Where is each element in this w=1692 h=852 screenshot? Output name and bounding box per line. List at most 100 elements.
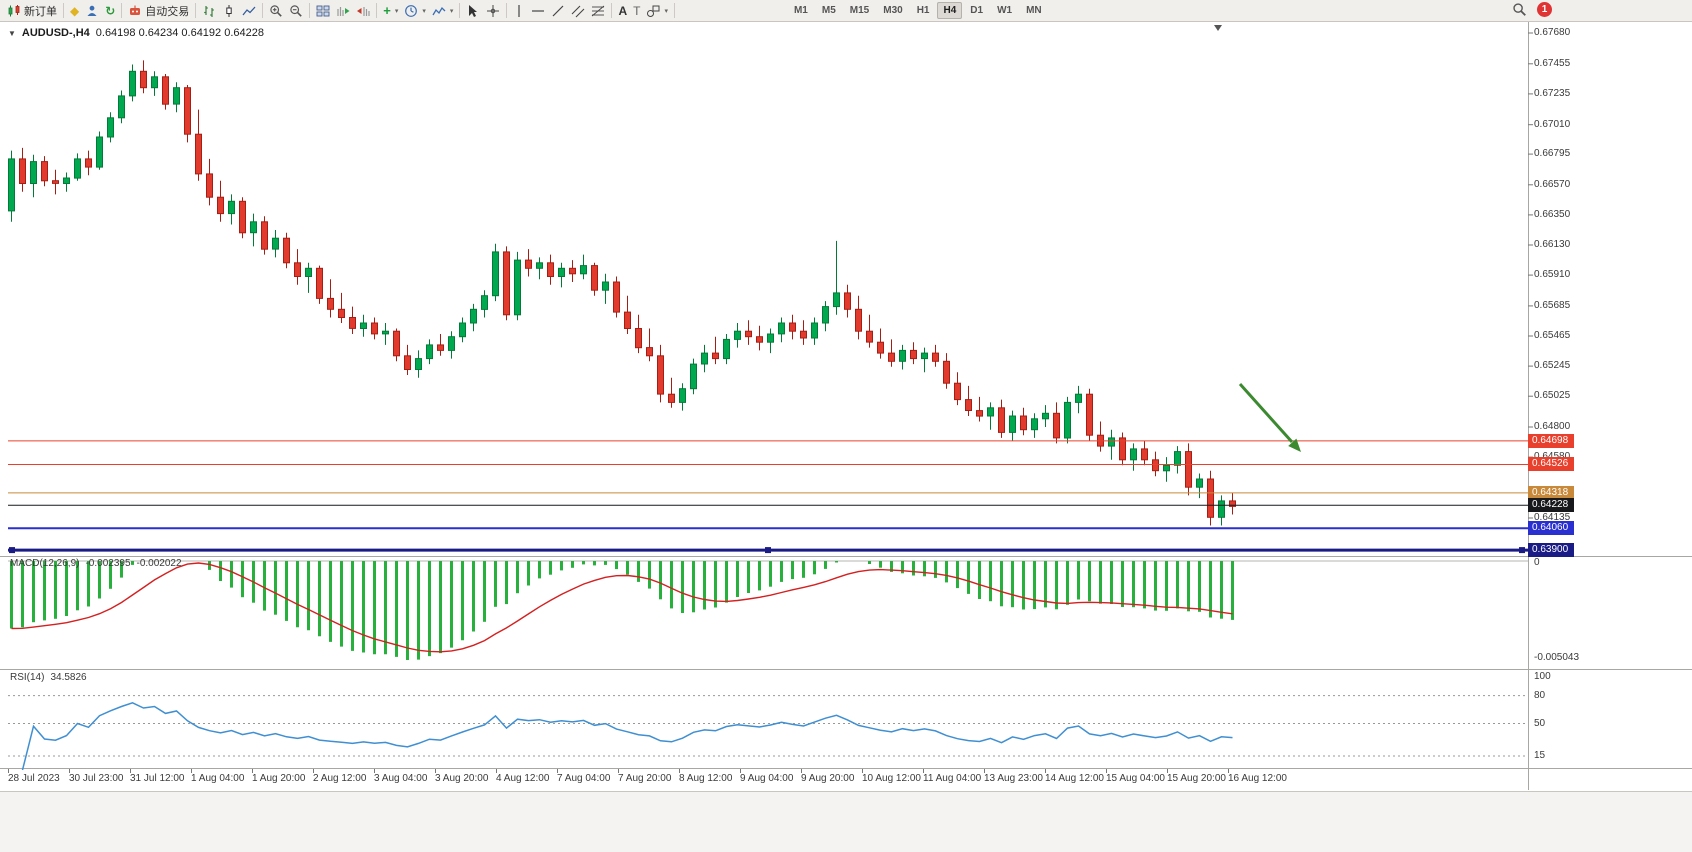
trend-arrow-annotation[interactable] xyxy=(1238,382,1301,452)
rsi-scale-label: 80 xyxy=(1534,690,1546,701)
auto-trading-icon xyxy=(130,5,141,15)
vertical-line-icon xyxy=(518,4,521,17)
toolbar-right-group: 1 xyxy=(1512,2,1552,17)
time-axis-label: 7 Aug 04:00 xyxy=(557,773,611,784)
tile-windows-button[interactable] xyxy=(313,1,333,20)
price-level-lines[interactable] xyxy=(8,440,1528,554)
price-tick-label: 0.66350 xyxy=(1534,209,1571,220)
zoom-out-button[interactable] xyxy=(286,1,306,20)
templates-button[interactable]: ▾ xyxy=(429,1,457,20)
candlestick-icon xyxy=(226,4,232,17)
chevron-down-icon: ▾ xyxy=(394,7,399,15)
notification-badge[interactable]: 1 xyxy=(1537,2,1552,17)
horizontal-line-tool-button[interactable] xyxy=(528,1,548,20)
timeframe-button-h4[interactable]: H4 xyxy=(937,2,963,19)
timeframe-button-h1[interactable]: H1 xyxy=(916,5,930,16)
diamond-icon: ◆ xyxy=(70,3,80,18)
price-tick-label: 0.67680 xyxy=(1534,27,1571,38)
bar-chart-mode-button[interactable] xyxy=(199,1,219,20)
timeframe-button-mn[interactable]: MN xyxy=(1026,5,1042,16)
timeframe-button-d1[interactable]: D1 xyxy=(970,5,984,16)
toolbar-separator xyxy=(63,3,64,18)
trendline-tool-button[interactable] xyxy=(548,1,568,20)
cursor-tool-button[interactable] xyxy=(463,1,483,20)
rsi-value: 34.5826 xyxy=(50,672,87,683)
profile-button[interactable] xyxy=(82,1,102,20)
toolbar-separator xyxy=(262,3,264,18)
text-tool-button[interactable]: A xyxy=(615,1,630,20)
price-tick-label: 0.67235 xyxy=(1534,88,1571,99)
cursor-icon xyxy=(469,4,478,17)
time-axis-label: 3 Aug 20:00 xyxy=(435,773,489,784)
indicators-plus-icon: + xyxy=(383,3,391,18)
periods-button[interactable]: ▾ xyxy=(401,1,429,20)
auto-scroll-button[interactable] xyxy=(333,1,353,20)
timeframe-button-m15[interactable]: M15 xyxy=(849,5,870,16)
time-axis-label: 15 Aug 04:00 xyxy=(1106,773,1165,784)
timeframe-button-m30[interactable]: M30 xyxy=(883,5,903,16)
time-axis-label: 7 Aug 20:00 xyxy=(618,773,672,784)
price-tick-label: 0.66130 xyxy=(1534,239,1571,250)
price-tick-label: 0.65245 xyxy=(1534,360,1571,371)
bar-chart-icon xyxy=(204,5,215,17)
vertical-line-tool-button[interactable] xyxy=(510,1,528,20)
zoom-in-icon xyxy=(270,4,283,17)
time-axis-label: 10 Aug 12:00 xyxy=(862,773,921,784)
text-label-tool-button[interactable]: T xyxy=(630,1,643,20)
diamond-button[interactable]: ◆ xyxy=(67,1,82,20)
fibonacci-icon xyxy=(592,5,605,16)
price-tick-label: 0.65910 xyxy=(1534,269,1571,280)
search-icon[interactable] xyxy=(1512,2,1527,17)
zoom-in-button[interactable] xyxy=(266,1,286,20)
time-axis-label: 14 Aug 12:00 xyxy=(1045,773,1104,784)
chart-shift-button[interactable] xyxy=(353,1,373,20)
clock-icon xyxy=(405,4,418,17)
macd-name: MACD(12,26,9) xyxy=(10,558,80,569)
auto-scroll-icon xyxy=(337,6,350,16)
time-axis-label: 30 Jul 23:00 xyxy=(69,773,124,784)
indicators-button[interactable]: + ▾ xyxy=(380,1,401,20)
one-click-trading-toggle-icon[interactable]: ▼ xyxy=(8,28,16,38)
shapes-tool-button[interactable]: ▾ xyxy=(643,1,671,20)
new-order-button[interactable]: 新订单 xyxy=(4,1,60,20)
time-axis-label: 28 Jul 2023 xyxy=(8,773,60,784)
rsi-line xyxy=(21,701,1233,771)
toolbar-separator xyxy=(195,3,197,18)
refresh-button[interactable]: ↻ xyxy=(102,1,118,20)
timeframe-button-w1[interactable]: W1 xyxy=(997,5,1013,16)
channel-icon xyxy=(572,5,585,17)
refresh-icon: ↻ xyxy=(105,3,116,18)
crosshair-icon xyxy=(487,4,500,17)
price-tick-label: 0.67455 xyxy=(1534,58,1571,69)
chart-ohlc-values: 0.64198 0.64234 0.64192 0.64228 xyxy=(95,27,264,39)
rsi-name: RSI(14) xyxy=(10,672,45,683)
price-level-badge: 0.64526 xyxy=(1528,457,1574,471)
line-chart-mode-button[interactable] xyxy=(239,1,259,20)
chart-title: ▼ AUDUSD-,H4 0.64198 0.64234 0.64192 0.6… xyxy=(8,27,264,39)
chart-shift-marker[interactable] xyxy=(1214,25,1222,31)
time-axis-label: 4 Aug 12:00 xyxy=(496,773,550,784)
timeframe-button-m5[interactable]: M5 xyxy=(821,5,836,16)
person-icon xyxy=(87,5,97,16)
channel-tool-button[interactable] xyxy=(568,1,588,20)
toolbar-separator xyxy=(611,3,613,18)
crosshair-tool-button[interactable] xyxy=(483,1,503,20)
toolbar-separator xyxy=(376,3,378,18)
time-axis-label: 1 Aug 20:00 xyxy=(252,773,306,784)
rsi-scale-label: 50 xyxy=(1534,718,1546,729)
timeframe-button-m1[interactable]: M1 xyxy=(793,5,808,16)
toolbar-separator xyxy=(459,3,461,18)
fibonacci-tool-button[interactable] xyxy=(588,1,608,20)
line-chart-icon xyxy=(242,6,256,15)
candlestick-mode-button[interactable] xyxy=(219,1,239,20)
auto-trading-button[interactable]: 自动交易 xyxy=(125,1,192,20)
time-axis-label: 13 Aug 23:00 xyxy=(984,773,1043,784)
new-order-label: 新订单 xyxy=(24,5,57,18)
time-axis-label: 16 Aug 12:00 xyxy=(1228,773,1287,784)
price-tick-label: 0.64135 xyxy=(1534,512,1571,523)
price-tick-label: 0.65685 xyxy=(1534,300,1571,311)
chart-shift-icon xyxy=(357,6,370,16)
time-axis-label: 9 Aug 04:00 xyxy=(740,773,794,784)
